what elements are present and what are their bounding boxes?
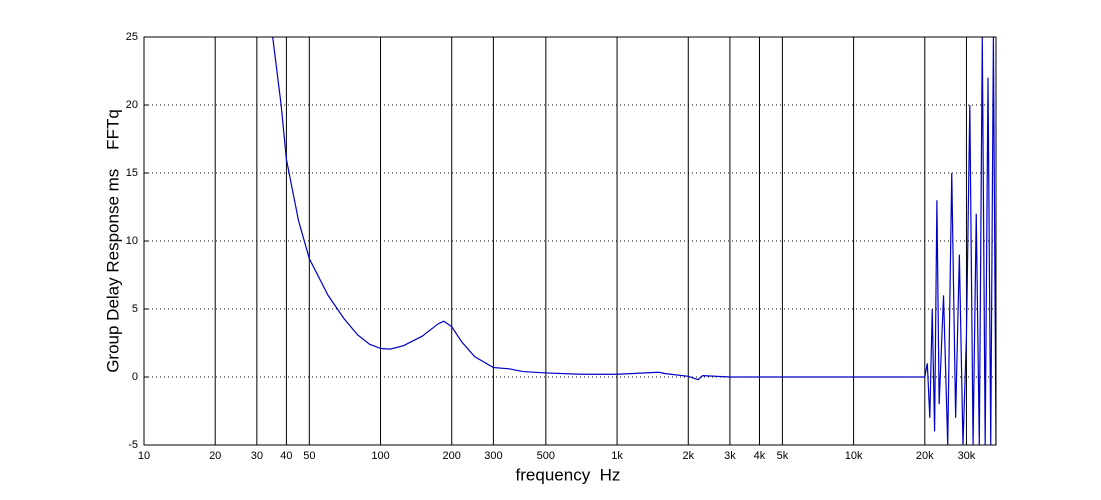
x-tick-label: 2k (682, 450, 694, 462)
plot-frame (143, 36, 997, 446)
y-axis-label: Group Delay Response ms FFTq (103, 109, 122, 373)
x-tick-label: 1k (611, 450, 623, 462)
x-tick-label: 20 (209, 450, 221, 462)
y-tick-label: 20 (126, 99, 138, 111)
y-tick-label: -5 (128, 439, 138, 451)
x-tick-label: 10 (138, 450, 150, 462)
y-tick-label: 10 (126, 235, 138, 247)
x-axis-label: frequency Hz (516, 465, 621, 484)
x-tick-label: 4k (754, 450, 766, 462)
x-tick-label: 500 (537, 450, 555, 462)
x-tick-label: 40 (280, 450, 292, 462)
x-tick-label: 10k (845, 450, 863, 462)
x-tick-label: 5k (777, 450, 789, 462)
y-tick-label: 15 (126, 167, 138, 179)
data-line (272, 37, 996, 445)
x-tick-label: 30 (251, 450, 263, 462)
y-tick-label: 5 (132, 303, 138, 315)
x-tick-label: 3k (724, 450, 736, 462)
y-tick-label: 0 (132, 371, 138, 383)
x-tick-label: 100 (371, 450, 389, 462)
y-tick-label: 25 (126, 31, 138, 43)
x-tick-label: 50 (303, 450, 315, 462)
x-tick-label: 300 (484, 450, 502, 462)
x-tick-label: 30k (958, 450, 976, 462)
x-tick-label: 20k (916, 450, 934, 462)
x-tick-label: 200 (443, 450, 461, 462)
